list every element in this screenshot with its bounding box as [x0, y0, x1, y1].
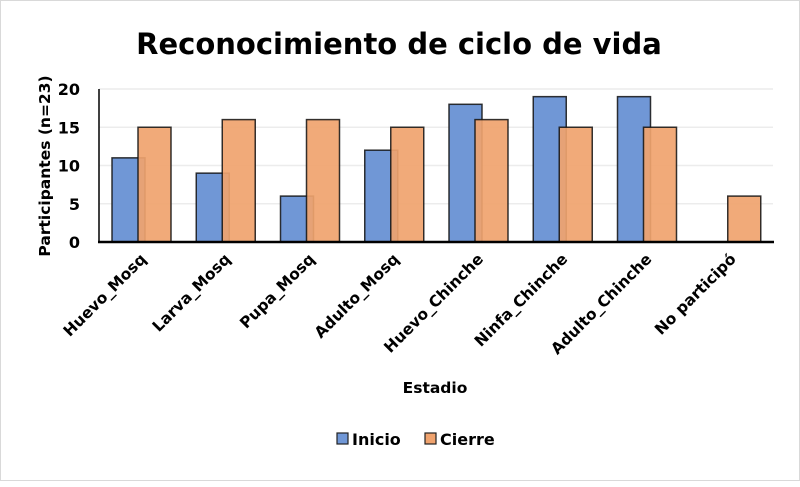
x-tick-label: No participó	[651, 250, 740, 339]
x-tick-label: Pupa_Mosq	[236, 250, 318, 332]
legend-swatch-cierre	[424, 432, 437, 445]
bar-cierre	[390, 126, 425, 243]
legend-label-cierre: Cierre	[440, 430, 495, 449]
y-axis-ticks: 0 5 10 15 20	[58, 80, 80, 252]
bars	[111, 95, 762, 243]
x-axis-label: Estadio	[403, 379, 468, 397]
x-tick-label: Larva_Mosq	[149, 250, 234, 335]
bar-cierre	[558, 126, 593, 243]
x-tick-label: Adulto_Mosq	[311, 250, 403, 342]
bar-cierre	[305, 118, 341, 243]
legend: Inicio Cierre	[336, 430, 495, 449]
bar-cierre	[221, 118, 256, 243]
x-tick-label: Huevo_Mosq	[60, 250, 150, 340]
bar-cierre	[642, 126, 678, 243]
y-tick-label: 0	[69, 233, 80, 252]
legend-label-inicio: Inicio	[352, 430, 401, 449]
y-tick-label: 15	[58, 118, 80, 137]
y-tick-label: 20	[58, 80, 80, 99]
y-tick-label: 10	[58, 157, 80, 176]
legend-swatch-inicio	[336, 432, 349, 445]
y-axis-label: Participantes (n=23)	[36, 75, 54, 256]
chart-title: Reconocimiento de ciclo de vida	[136, 27, 662, 61]
bar-cierre	[137, 126, 172, 243]
y-tick-label: 5	[69, 195, 80, 214]
bar-cierre	[474, 118, 509, 243]
bar-cierre	[727, 195, 762, 243]
